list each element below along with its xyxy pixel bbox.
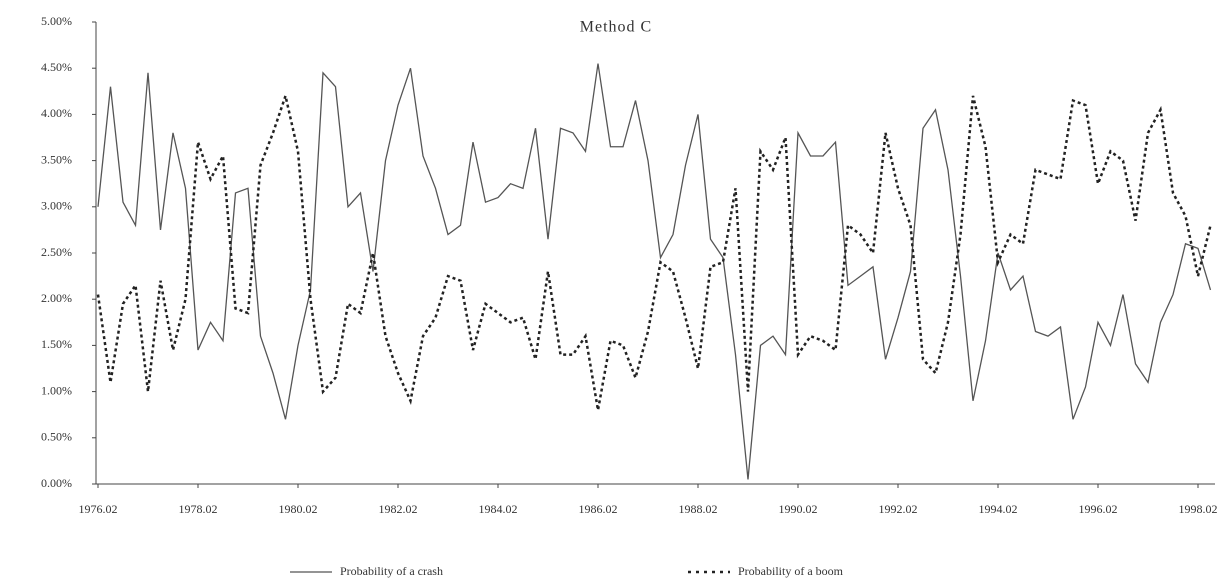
x-tick-label: 1990.02	[779, 502, 818, 516]
series-line	[96, 91, 1212, 411]
legend-label: Probability of a crash	[340, 564, 443, 578]
series-line	[97, 63, 1212, 480]
x-tick-label: 1994.02	[979, 502, 1018, 516]
y-tick-label: 2.50%	[41, 245, 72, 259]
legend-label: Probability of a boom	[738, 564, 844, 578]
x-tick-label: 1992.02	[879, 502, 918, 516]
y-tick-label: 5.00%	[41, 14, 72, 28]
y-tick-label: 3.50%	[41, 152, 72, 166]
x-tick-label: 1988.02	[679, 502, 718, 516]
chart-title: Method C	[580, 19, 652, 36]
y-tick-label: 0.50%	[41, 430, 72, 444]
x-tick-label: 1986.02	[579, 502, 618, 516]
y-tick-label: 2.00%	[41, 291, 72, 305]
y-tick-label: 0.00%	[41, 476, 72, 490]
x-tick-label: 1998.02	[1179, 502, 1218, 516]
x-tick-label: 1984.02	[479, 502, 518, 516]
x-tick-label: 1996.02	[1079, 502, 1118, 516]
x-tick-label: 1982.02	[379, 502, 418, 516]
y-tick-label: 4.00%	[41, 106, 72, 120]
x-tick-label: 1978.02	[179, 502, 218, 516]
y-tick-label: 3.00%	[41, 199, 72, 213]
x-tick-label: 1980.02	[279, 502, 318, 516]
y-tick-label: 4.50%	[41, 60, 72, 74]
y-tick-label: 1.50%	[41, 337, 72, 351]
x-tick-label: 1976.02	[79, 502, 118, 516]
y-tick-label: 1.00%	[41, 383, 72, 397]
